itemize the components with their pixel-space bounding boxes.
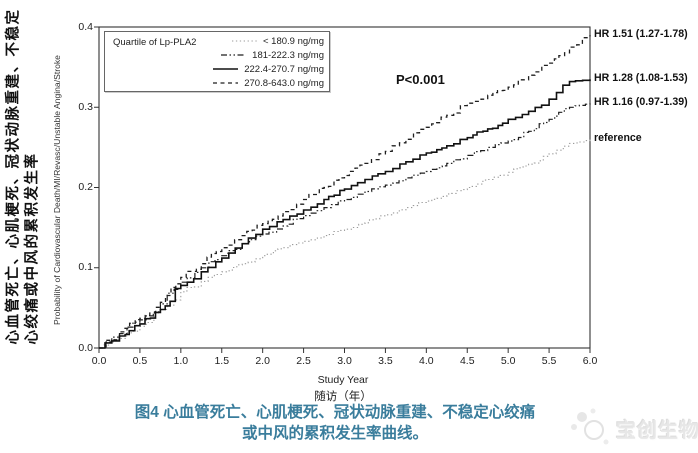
logo-molecule-icon (571, 408, 609, 445)
x-tick-label: 5.5 (541, 355, 557, 367)
curve-solid (99, 79, 591, 349)
legend-item: 181-222.3 ng/mg (201, 48, 324, 62)
figure-caption-line2: 或中风的累积发生率曲线。 (241, 425, 428, 442)
x-tick-label: 1.0 (173, 355, 189, 367)
figure-caption: 图4 心血管死亡、心肌梗死、冠状动脉重建、不稳定心绞痛 或中风的累积发生率曲线。 (85, 402, 585, 444)
hr-label: reference (594, 132, 642, 145)
y-tick-label: 0.1 (78, 261, 93, 274)
x-tick-label: 4.5 (459, 355, 475, 367)
x-tick-label: 5.0 (500, 355, 516, 367)
legend-line-sample-dashed (213, 82, 239, 84)
watermark-text: 宝创生物 (616, 420, 698, 442)
legend-line-sample-dash-dot-dot (221, 54, 247, 56)
x-tick-label: 3.5 (378, 355, 393, 367)
legend-item: 222.4-270.7 ng/mg (201, 62, 324, 76)
y-tick-label: 0.3 (78, 100, 93, 113)
curve-dashed (99, 35, 591, 349)
legend-item-label: < 180.9 ng/mg (262, 35, 324, 47)
y-tick-label: 0.0 (78, 341, 93, 354)
x-tick-label: 3.0 (337, 355, 352, 367)
legend-rows: < 180.9 ng/mg 181-222.3 ng/mg 222.4-270.7 … (201, 34, 324, 90)
watermark-logo: 宝创生物 (566, 404, 698, 450)
x-tick-label: 4.0 (419, 355, 434, 367)
x-axis-label-cn: 随访（年） (314, 391, 372, 403)
legend-item-label: 222.4-270.7 ng/mg (244, 63, 324, 75)
y-tick-label: 0.4 (78, 20, 93, 33)
x-tick-label: 6.0 (582, 355, 598, 367)
legend-line-sample-solid (213, 68, 239, 70)
hr-label: HR 1.28 (1.08-1.53) (594, 72, 688, 85)
x-tick-label: 0.5 (132, 355, 148, 367)
legend-box: Quartile of Lp-PLA2 < 180.9 ng/mg 181-222… (104, 31, 330, 92)
hr-label: HR 1.16 (0.97-1.39) (594, 96, 688, 109)
curve-dash-dot-dot (99, 103, 591, 349)
x-axis-label-en: Study Year (317, 374, 369, 386)
legend-line-sample-dotted (231, 40, 257, 42)
x-tick-label: 1.5 (214, 355, 230, 367)
figure-caption-line1: 图4 心血管死亡、心肌梗死、冠状动脉重建、不稳定心绞痛 (134, 404, 536, 421)
legend-item: < 180.9 ng/mg (201, 34, 324, 48)
x-tick-label: 0.0 (91, 355, 107, 367)
legend-item-label: 181-222.3 ng/mg (252, 49, 324, 61)
hr-label: HR 1.51 (1.27-1.78) (594, 28, 688, 41)
x-tick-label: 2.0 (255, 355, 270, 367)
legend-title: Quartile of Lp-PLA2 (113, 37, 197, 48)
legend-item-label: 270.8-643.0 ng/mg (244, 77, 324, 89)
x-tick-label: 2.5 (296, 355, 311, 367)
legend-item: 270.8-643.0 ng/mg (201, 76, 324, 90)
y-tick-label: 0.2 (78, 181, 93, 193)
curve-dotted (99, 139, 591, 349)
p-value-label: P<0.001 (396, 72, 445, 87)
